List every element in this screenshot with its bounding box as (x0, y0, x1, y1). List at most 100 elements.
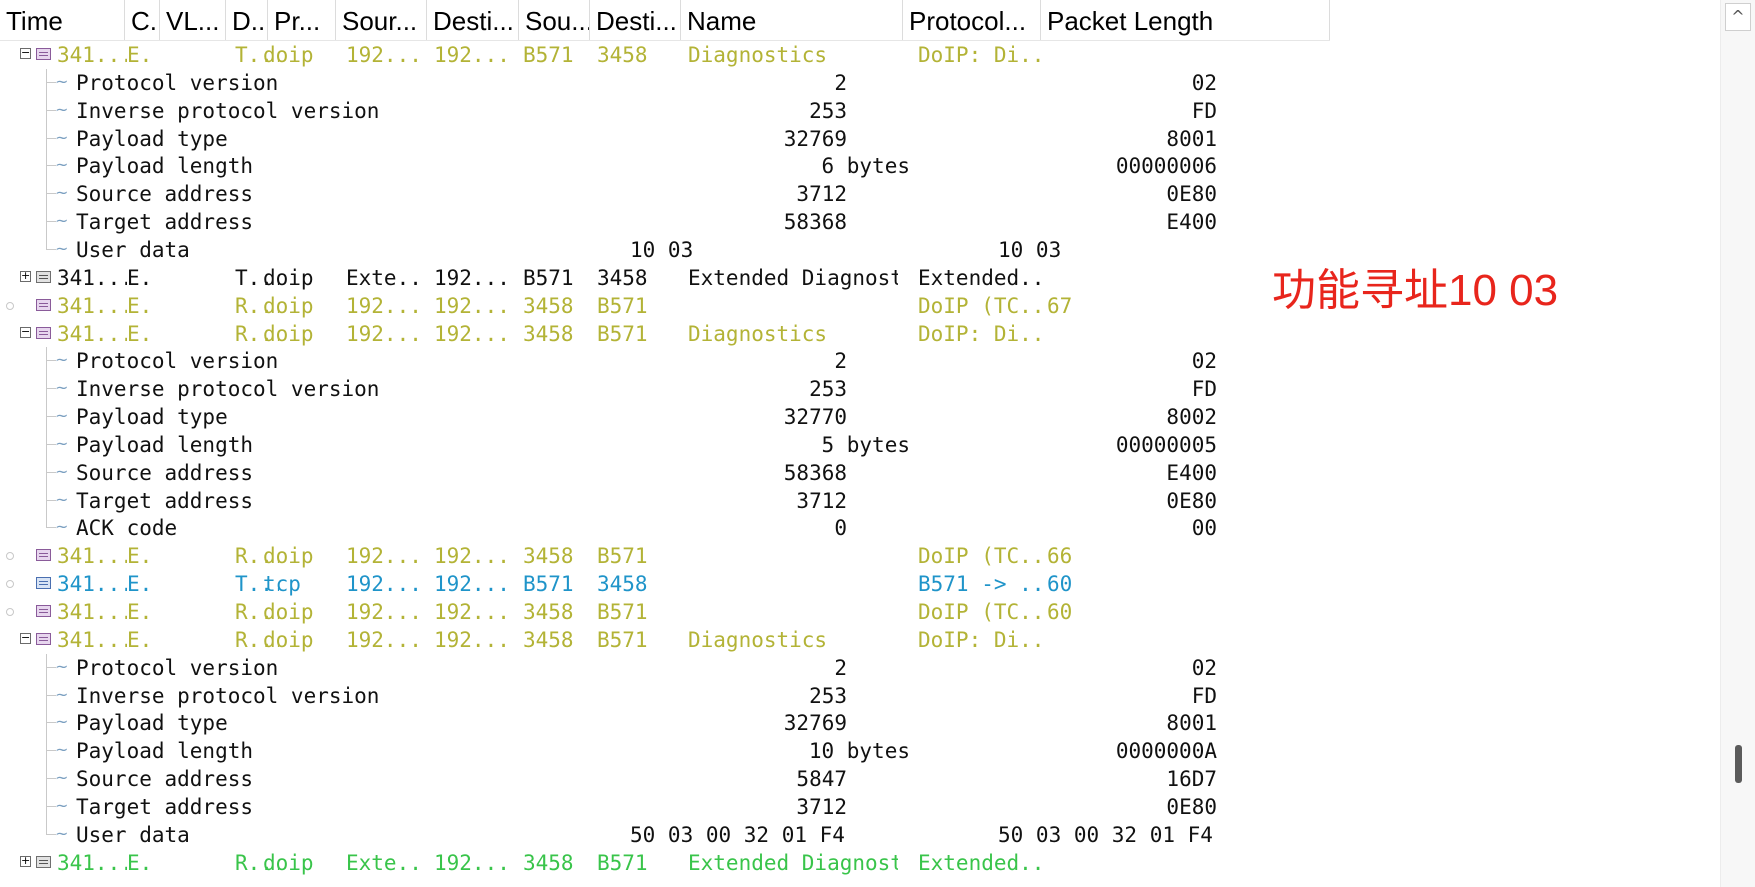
field-raw-value: 10 03 (998, 238, 1062, 262)
time-cell: 341... (57, 266, 127, 290)
field-row[interactable]: ~ User data 10 03 10 03 (0, 69, 1700, 264)
trace-grid[interactable]: −341...E..T...doip192....192....B5713458… (0, 41, 1720, 887)
field-row[interactable]: ~ Protocol version 2 02 (0, 69, 1700, 97)
packet-row[interactable]: 341...E.. T...tcp 192.... 192.... B571 3458 B5… (0, 570, 1700, 598)
signal-wave-icon: ~ (55, 183, 69, 202)
collapse-icon[interactable]: − (20, 325, 31, 338)
field-row[interactable]: ~ Inverse protocol version 253 FD (0, 682, 1700, 710)
field-row[interactable]: ~ Payload type 32770 8002 (0, 403, 1700, 431)
time-cell: 341... (57, 628, 127, 652)
packet-row[interactable]: − 341...E.. R...doip 192.... 192.... 3458 B571… (0, 320, 1700, 348)
tree-branch-line (46, 138, 56, 139)
col-dir-header[interactable]: D.. (226, 0, 268, 40)
message-icon (36, 48, 51, 60)
field-raw-value: 16D7 (1166, 767, 1217, 791)
field-row[interactable]: ~ Source address 58368 E400 (0, 459, 1700, 487)
source-port-cell: 3458 (523, 628, 574, 652)
destination-cell: 192.... (434, 628, 514, 652)
dot-icon (6, 608, 14, 616)
field-raw-value: 0E80 (1166, 489, 1217, 513)
col-protocol-header[interactable]: Protocol... (903, 0, 1041, 40)
field-row[interactable]: ~ Source address 3712 0E80 (0, 180, 1700, 208)
field-row[interactable]: ~ Inverse protocol version 253 FD (0, 375, 1700, 403)
packet-row[interactable]: 341...E.. R...doip 192.... 192.... 3458 B571 D… (0, 542, 1700, 570)
source-cell: Exte... (346, 266, 426, 290)
field-label: Inverse protocol version (76, 684, 380, 708)
packet-row[interactable]: +341...E.. R...doip Exte... 192.... 3458 B571… (0, 849, 1700, 877)
packet-row[interactable]: +341...E.. T...doip Exte... 192.... B571 3458… (0, 264, 1700, 292)
signal-wave-icon: ~ (55, 685, 69, 704)
expand-icon[interactable]: + (20, 854, 31, 867)
packet-row[interactable]: 341...E.. R...doip 192.... 192.... 3458 B571 D… (0, 292, 1700, 320)
tree-branch-line (46, 360, 56, 361)
scroll-up-arrow-icon[interactable]: ^ (1725, 3, 1751, 31)
message-icon (36, 605, 51, 617)
field-label: User data (76, 238, 190, 262)
field-row[interactable]: ~ Payload length 6 bytes 00000006 (0, 152, 1700, 180)
field-row[interactable]: ~ Payload type 32769 8001 (0, 709, 1700, 737)
field-label: Protocol version (76, 71, 279, 95)
time-cell: 341... (57, 322, 127, 346)
field-row[interactable]: ~ Protocol version 2 02 (0, 347, 1700, 375)
dest-port-cell: 3458 (597, 266, 648, 290)
tree-branch-line (46, 722, 56, 723)
protocol-cell: doip (263, 600, 314, 624)
destination-cell: 192.... (434, 851, 514, 875)
expand-icon[interactable]: + (20, 269, 31, 282)
source-port-cell: 3458 (523, 544, 574, 568)
collapse-icon[interactable]: − (20, 46, 31, 59)
scrollbar-thumb[interactable] (1735, 745, 1742, 783)
field-raw-value: FD (1191, 684, 1217, 708)
packet-length-cell (1047, 264, 1087, 292)
direction-cell: R... (235, 628, 279, 652)
field-raw-value: 50 03 00 32 01 F4 (998, 823, 1213, 847)
direction-cell: R... (235, 600, 279, 624)
message-icon (36, 327, 51, 339)
field-row[interactable]: ~ Protocol version 2 02 (0, 654, 1700, 682)
col-source-port-header[interactable]: Sou... (519, 0, 590, 40)
field-row[interactable]: ~ Payload length 10 bytes 0000000A (0, 737, 1700, 765)
dest-port-cell: B571 (597, 628, 648, 652)
field-row[interactable]: ~ Source address 5847 16D7 (0, 765, 1700, 793)
col-destination-header[interactable]: Desti... (427, 0, 519, 40)
vertical-scrollbar[interactable]: ^ (1720, 0, 1755, 887)
field-raw-value: E400 (1166, 461, 1217, 485)
col-source-header[interactable]: Sour... (336, 0, 427, 40)
field-row[interactable]: ~ Payload length 5 bytes 00000005 (0, 431, 1700, 459)
field-row[interactable]: ~ User data 50 03 00 32 01 F4 50 03 00 32 0… (0, 654, 1700, 849)
packet-row[interactable]: − 341...E.. R...doip 192.... 192.... 3458 B571… (0, 626, 1700, 654)
col-protocol-short-header[interactable]: Pr... (268, 0, 336, 40)
col-packet-length-header[interactable]: Packet Length (1041, 0, 1330, 40)
tree-branch-line (46, 193, 56, 194)
collapse-icon[interactable]: − (20, 631, 31, 644)
packet-row[interactable]: 341...E.. R...doip 192.... 192.... 3458 B571 D… (0, 598, 1700, 626)
field-row[interactable]: ~ Payload type 32769 8001 (0, 125, 1700, 153)
field-row[interactable]: ~ Target address 3712 0E80 (0, 793, 1700, 821)
col-name-header[interactable]: Name (681, 0, 903, 40)
field-row[interactable]: ~ Inverse protocol version 253 FD (0, 97, 1700, 125)
field-row[interactable]: ~ Target address 58368 E400 (0, 208, 1700, 236)
field-label: Payload type (76, 127, 228, 151)
field-label: Protocol version (76, 656, 279, 680)
field-value: 32770 (783, 405, 847, 429)
name-cell (688, 292, 898, 320)
col-vlan-header[interactable]: VL... (160, 0, 226, 40)
channel-cell: E.. (127, 851, 157, 875)
message-group-icon (36, 856, 51, 868)
source-cell: 192.... (346, 572, 426, 596)
name-cell (688, 542, 898, 570)
col-channel-header[interactable]: C.. (125, 0, 160, 40)
field-row[interactable]: ~ ACK code 0 00 (0, 347, 1700, 542)
signal-wave-icon: ~ (55, 824, 69, 843)
field-label: Payload type (76, 405, 228, 429)
signal-wave-icon: ~ (55, 155, 69, 174)
protocol-summary-cell: Extended... (918, 851, 1043, 875)
col-dest-port-header[interactable]: Desti... (590, 0, 681, 40)
channel-cell: E.. (127, 294, 157, 318)
col-time-header[interactable]: Time (0, 0, 125, 40)
packet-row[interactable]: − 341...E.. T...doip 192.... 192.... B571 3458… (0, 41, 1700, 69)
tree-branch-line (46, 527, 56, 528)
tree-branch-line (46, 416, 56, 417)
signal-wave-icon: ~ (55, 239, 69, 258)
field-row[interactable]: ~ Target address 3712 0E80 (0, 487, 1700, 515)
